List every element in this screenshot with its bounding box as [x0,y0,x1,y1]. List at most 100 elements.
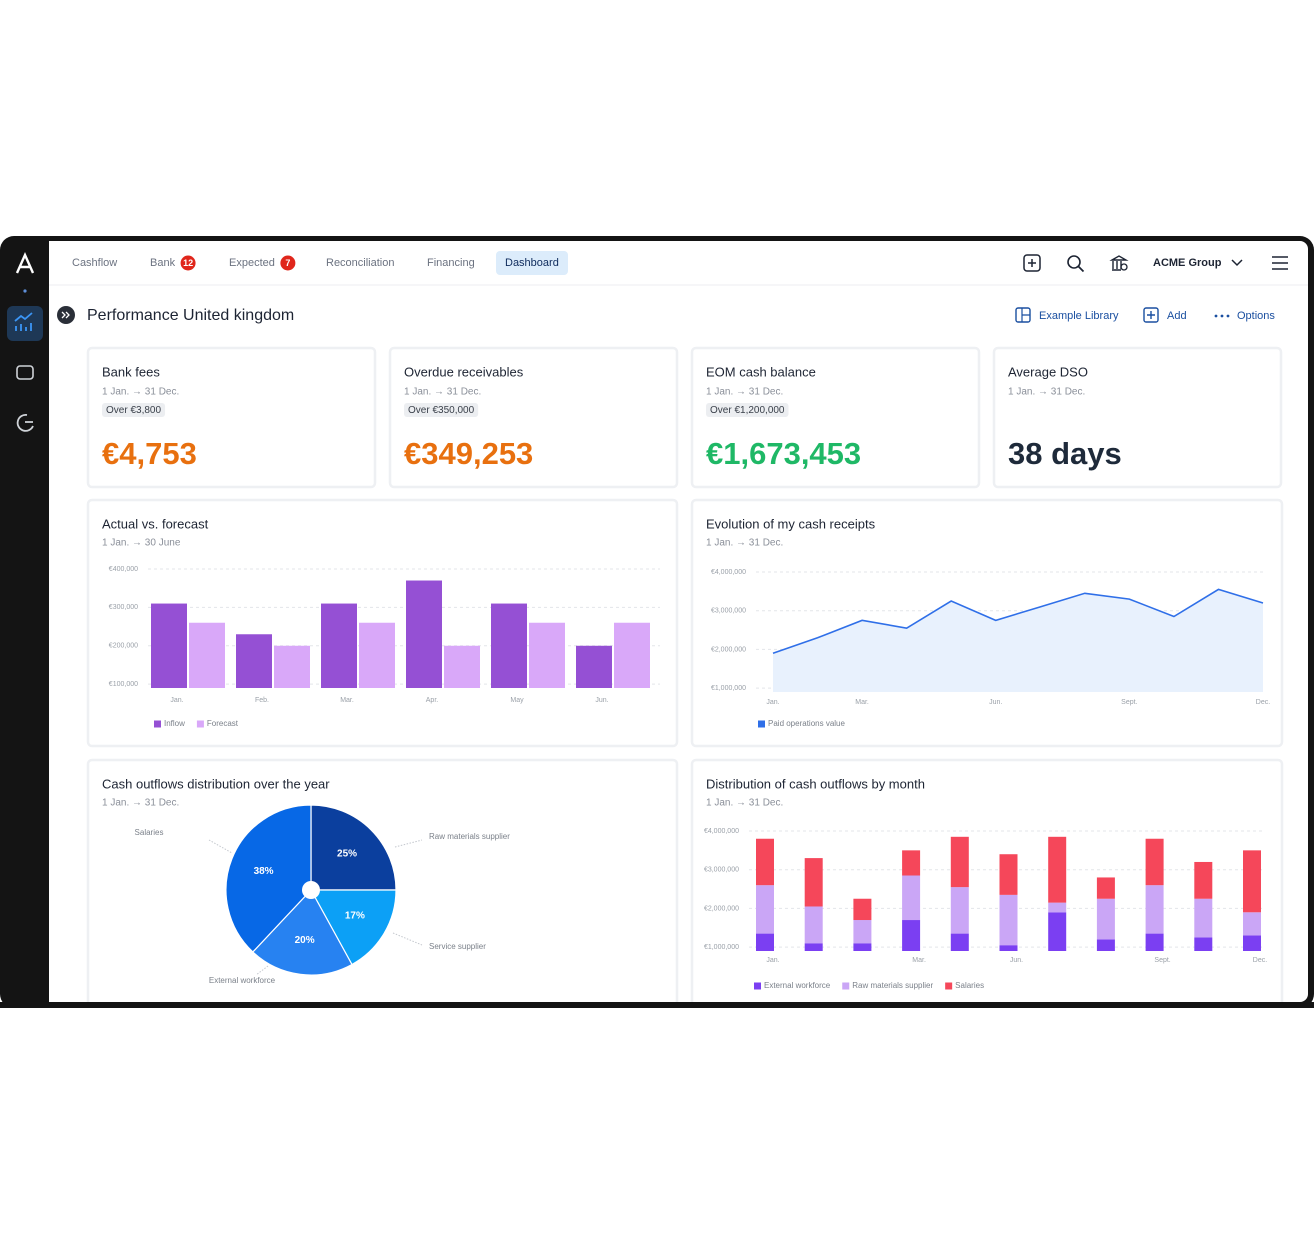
bar-segment [1194,937,1213,951]
bar-segment [1243,850,1261,913]
menu-icon[interactable] [1272,256,1288,270]
action-add[interactable]: Add [1167,310,1187,322]
kpi-title: EOM cash balance [706,364,816,379]
bar-segment [1096,877,1115,899]
chart-title: Actual vs. forecast [102,516,209,531]
bar [151,603,187,688]
magnet-icon[interactable] [16,414,34,432]
chart-title: Distribution of cash outflows by month [706,776,925,791]
wallet-icon[interactable] [16,365,34,380]
x-tick-label: Mar. [912,957,926,964]
legend-swatch [842,982,850,990]
bar-segment [1194,898,1213,938]
card [992,346,1283,489]
x-tick-label: Jan. [170,697,183,704]
x-tick-label: Jun. [595,697,608,704]
nav-tab[interactable]: Expected [229,257,275,269]
kpi-period: 1 Jan. → 31 Dec. [706,387,783,398]
options-dot [1220,314,1224,318]
bar-segment [1145,838,1164,886]
x-tick-label: Mar. [340,697,354,704]
kpi-threshold-pill [102,403,166,417]
chart-title: Cash outflows distribution over the year [102,776,330,791]
add-icon-plus [1147,311,1155,319]
kpi-period: 1 Jan. → 31 Dec. [102,387,179,398]
sidebar-active-tile[interactable] [7,306,43,341]
y-tick-label: €3,000,000 [711,608,746,615]
x-tick-label: Mar. [855,699,869,706]
bar [406,580,442,688]
account-chevron[interactable] [1231,259,1243,267]
kpi-title: Average DSO [1008,364,1088,379]
bar-segment [1243,935,1261,951]
leader-line [255,965,269,976]
bar-segment [853,898,872,921]
expand-button[interactable] [57,306,75,324]
action-example-library[interactable]: Example Library [1039,310,1119,322]
account-name[interactable]: ACME Group [1153,257,1222,269]
logo[interactable] [15,252,35,274]
bar-segment [999,894,1018,946]
badge-count: 12 [183,258,193,268]
pie-slice [310,804,397,891]
legend-swatch [154,720,161,728]
nav-tab[interactable]: Bank [150,257,176,269]
frame-bottom [0,1002,1314,1008]
kpi-value: €349,253 [404,436,533,471]
x-tick-label: May [510,697,524,704]
nav-tab[interactable]: Cashflow [72,257,117,269]
pie-center [302,881,320,899]
y-tick-label: €100,000 [109,681,138,688]
pie-slice [251,888,353,976]
nav-tab[interactable]: Reconciliation [326,257,394,269]
kpi-threshold-pill [404,403,479,417]
kpi-period: 1 Jan. → 31 Dec. [404,387,481,398]
search-icon[interactable] [1067,255,1081,269]
options-dot [1226,314,1230,318]
slice-category-label: Salaries [135,828,164,837]
bar-segment [950,887,969,934]
bank-icon[interactable] [1109,255,1129,271]
sidebar [7,252,43,432]
pie-slice [225,804,312,953]
kpi-threshold: Over €3,800 [106,405,161,416]
new-icon-plus [1028,259,1036,267]
expand-icon [61,311,70,319]
chart-subtitle: 1 Jan. → 30 June [102,538,181,549]
bar [359,622,395,688]
bar-segment [804,943,823,951]
bar [189,622,225,688]
kpi-threshold: Over €350,000 [408,405,475,416]
bank-icon-lens [1120,263,1128,271]
kpi-value: €4,753 [102,436,197,471]
kpi-value: 38 days [1008,436,1122,471]
slice-value-label: 20% [295,935,315,946]
y-tick-label: €1,000,000 [711,685,746,692]
badge [280,255,296,271]
x-tick-label: Dec. [1253,957,1267,964]
bar-segment [756,838,774,886]
slice-value-label: 17% [345,911,365,922]
line [772,588,1264,655]
nav-tab[interactable]: Dashboard [505,257,559,269]
bar-segment [756,885,774,934]
legend-label: External workforce [764,981,831,990]
sidebar-dot [23,289,27,293]
nav-tab[interactable]: Financing [427,257,475,269]
bar-segment [853,943,872,951]
x-tick-label: Jan. [766,957,779,964]
card [388,346,679,489]
legend-label: Forecast [207,719,239,728]
chart-subtitle: 1 Jan. → 31 Dec. [706,538,783,549]
x-tick-label: Jun. [1010,957,1023,964]
slice-category-label: External workforce [209,976,276,985]
new-icon[interactable] [1023,254,1041,272]
card [690,346,981,489]
bar [529,622,565,688]
slice-value-label: 38% [254,866,274,877]
bar [444,645,480,688]
y-tick-label: €2,000,000 [704,905,739,912]
chart-subtitle: 1 Jan. → 31 Dec. [706,798,783,809]
pie-slice [309,889,397,966]
action-options[interactable]: Options [1237,310,1275,322]
